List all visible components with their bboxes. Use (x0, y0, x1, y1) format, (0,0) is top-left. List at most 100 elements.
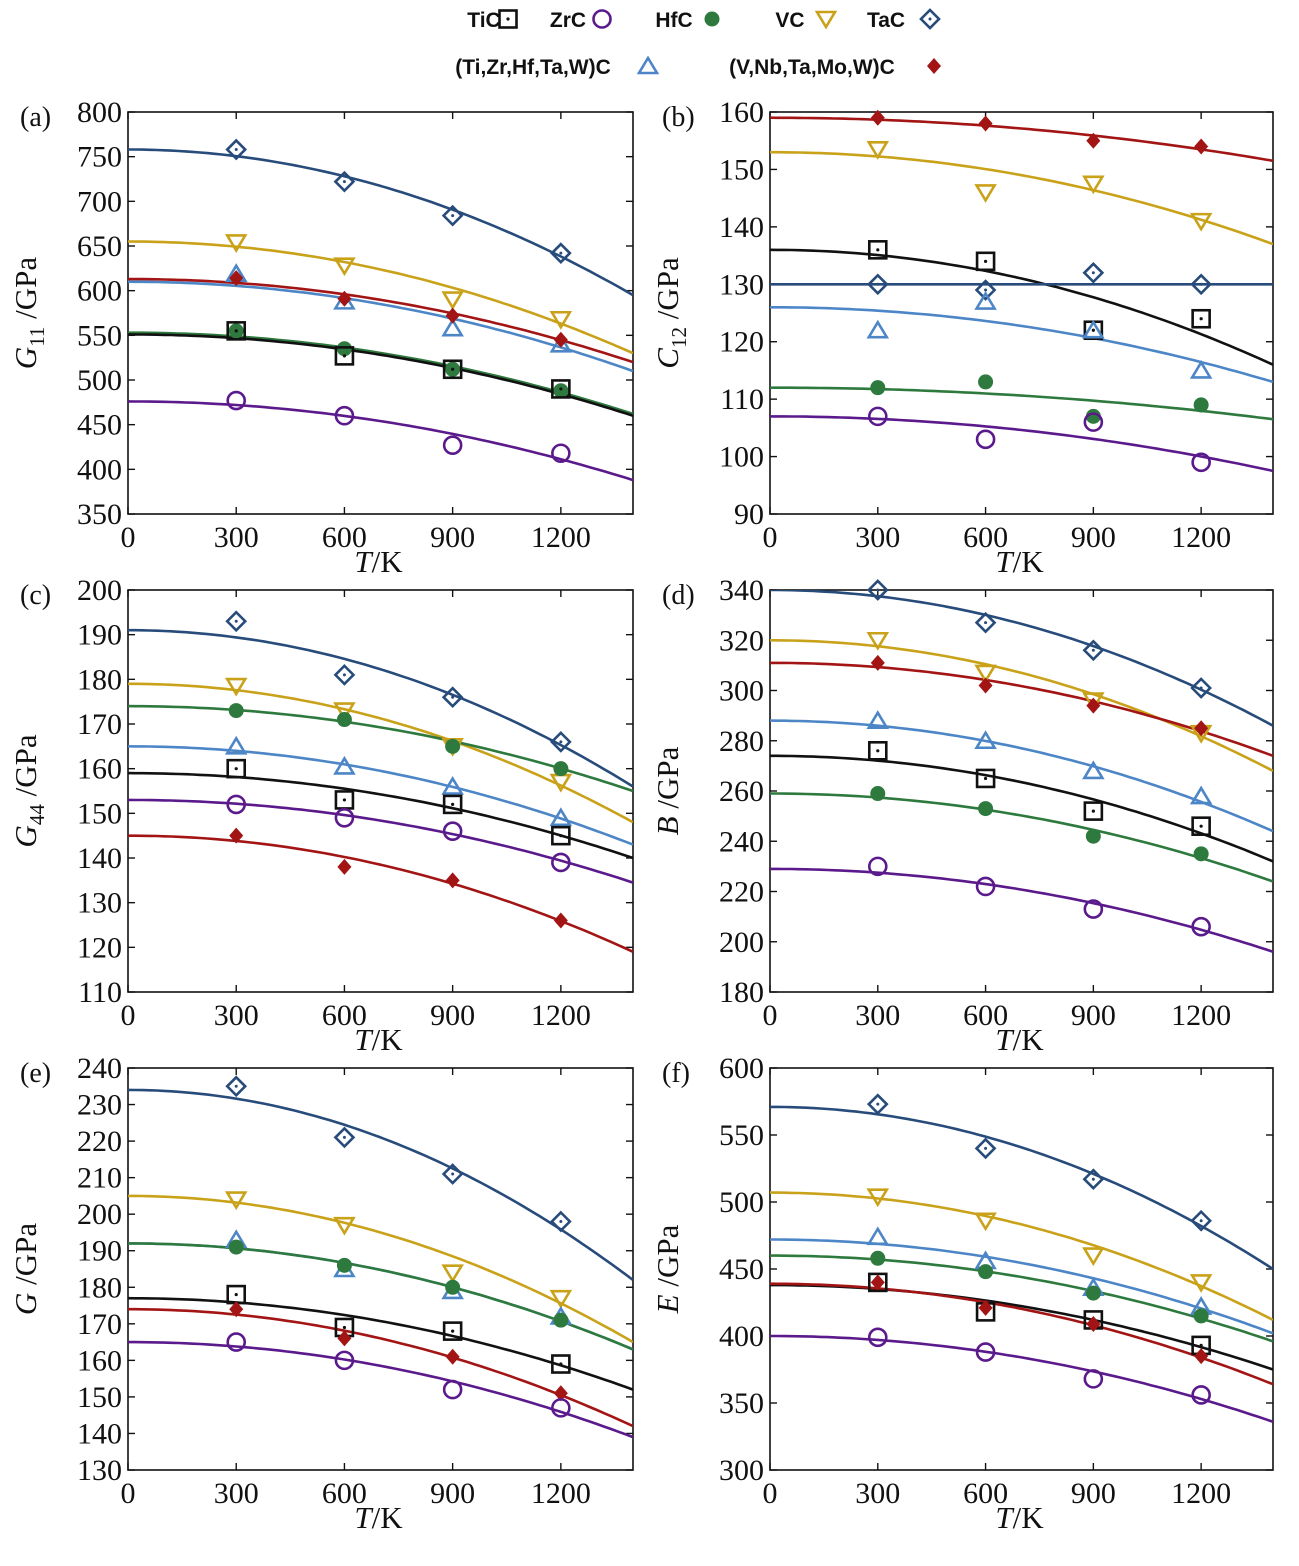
data-point-vc (549, 1289, 573, 1309)
data-point-tizrhftawc (866, 319, 890, 339)
chart-panel-a: 0 300 600 900 1200 350 400 450 500 550 600 650 700 75… (8, 96, 634, 579)
fit-line-zrc (770, 867, 1273, 954)
x-tick-label: 300 (214, 999, 259, 1032)
y-tick-label: 160 (77, 753, 122, 786)
y-tick-label: 450 (719, 1253, 764, 1286)
fit-line-tizrhftawc (128, 745, 633, 846)
y-tick-label: 170 (77, 1308, 122, 1341)
y-tick-label: 130 (77, 1454, 122, 1487)
data-point-vc (974, 184, 997, 203)
data-point-tac (225, 138, 248, 161)
data-point-zrc (1191, 916, 1211, 937)
fit-curves (128, 1088, 633, 1439)
data-points (224, 610, 573, 929)
y-tick-label: 200 (77, 1198, 122, 1231)
y-tick-label: 300 (719, 675, 764, 708)
y-tick-label: 500 (719, 1186, 764, 1219)
y-axis-label: G /GPa (8, 1223, 43, 1315)
data-points (866, 1093, 1213, 1405)
x-tick-label: 900 (430, 1477, 475, 1510)
data-point-vnbtamowc (870, 654, 885, 671)
data-point-tac (974, 1137, 997, 1160)
data-point-tizrhftawc (441, 776, 464, 795)
y-tick-label: 130 (77, 887, 122, 920)
data-point-tizrhftawc (224, 735, 248, 755)
x-tick-label: 300 (855, 999, 900, 1032)
data-point-zrc (334, 405, 355, 426)
legend-entry-vnbtamow-c: (V,Nb,Ta,Mo,W)C (729, 56, 941, 79)
x-tick-label: 900 (1071, 999, 1116, 1032)
x-tick-label: 0 (763, 999, 778, 1032)
data-point-tizrhftawc (1189, 359, 1213, 379)
data-point-tic (1083, 801, 1104, 821)
data-point-vnbtamowc (553, 331, 568, 348)
fit-line-zrc (770, 1334, 1273, 1424)
data-point-vnbtamowc (1194, 720, 1209, 737)
y-tick-label: 170 (77, 708, 122, 741)
y-tick-label: 90 (734, 498, 764, 531)
x-tick-label: 900 (1071, 521, 1116, 554)
y-tick-label: 320 (719, 624, 764, 657)
data-point-tac (1082, 1168, 1105, 1191)
fit-line-tizrhftawc (128, 280, 633, 373)
fit-line-vc (128, 682, 633, 824)
panel-label: (d) (662, 580, 695, 611)
data-point-tic (867, 240, 888, 260)
data-point-vnbtamowc (337, 1330, 352, 1347)
data-point-hfc (336, 341, 352, 357)
fit-line-hfc (128, 704, 633, 793)
data-point-tizrhftawc (866, 710, 890, 729)
data-point-hfc (553, 383, 569, 399)
data-point-hfc (1193, 846, 1209, 862)
x-axis-label: T/K (995, 1022, 1044, 1057)
data-point-vnbtamowc (1194, 1348, 1209, 1365)
legend-marker (927, 58, 941, 74)
legend-marker (704, 11, 720, 27)
x-tick-label: 0 (121, 1477, 136, 1510)
fit-line-tic (128, 333, 633, 417)
plot-frame (769, 589, 1274, 993)
data-point-zrc (1083, 1369, 1104, 1389)
data-point-tic (551, 1354, 571, 1374)
data-point-hfc (978, 1264, 994, 1280)
data-point-vc (1082, 692, 1105, 712)
data-point-hfc (1085, 408, 1101, 424)
data-point-vnbtamowc (445, 872, 460, 889)
legend-marker (592, 9, 612, 29)
data-point-tac (333, 1126, 356, 1149)
y-tick-label: 650 (77, 230, 122, 263)
y-tick-label: 400 (719, 1320, 764, 1353)
data-point-vc (1189, 1274, 1213, 1293)
y-tick-label: 180 (77, 663, 122, 696)
x-tick-label: 1200 (1171, 521, 1231, 554)
fit-curves (770, 116, 1273, 473)
x-tick-label: 1200 (531, 999, 591, 1032)
fit-curves (128, 628, 633, 953)
y-tick-label: 140 (77, 842, 122, 875)
fit-line-hfc (770, 1254, 1273, 1343)
data-point-zrc (442, 1379, 463, 1400)
data-point-vc (866, 631, 890, 651)
data-point-tac (1082, 261, 1105, 284)
fit-line-tic (128, 771, 633, 860)
legend-label: TiC (467, 9, 500, 32)
x-tick-label: 600 (322, 1477, 367, 1510)
y-tick-label: 500 (77, 364, 122, 397)
fit-line-tac (770, 590, 1273, 727)
x-tick-label: 1200 (531, 1477, 591, 1510)
data-point-vnbtamowc (1086, 697, 1101, 714)
data-point-vnbtamowc (870, 1274, 885, 1291)
fit-line-zrc (128, 798, 633, 884)
data-point-tac (1190, 677, 1212, 699)
panel-label: (a) (20, 102, 51, 133)
data-point-zrc (867, 406, 888, 427)
data-point-vc (441, 1264, 464, 1284)
y-tick-label: 140 (77, 1417, 122, 1450)
y-tick-label: 340 (719, 574, 764, 607)
legend-entry-hfc: HfC (655, 9, 720, 32)
data-point-tac (441, 204, 464, 227)
plot-frame (769, 1067, 1274, 1471)
fit-line-vnbtamowc (128, 1307, 633, 1428)
x-tick-label: 900 (1071, 1477, 1116, 1510)
